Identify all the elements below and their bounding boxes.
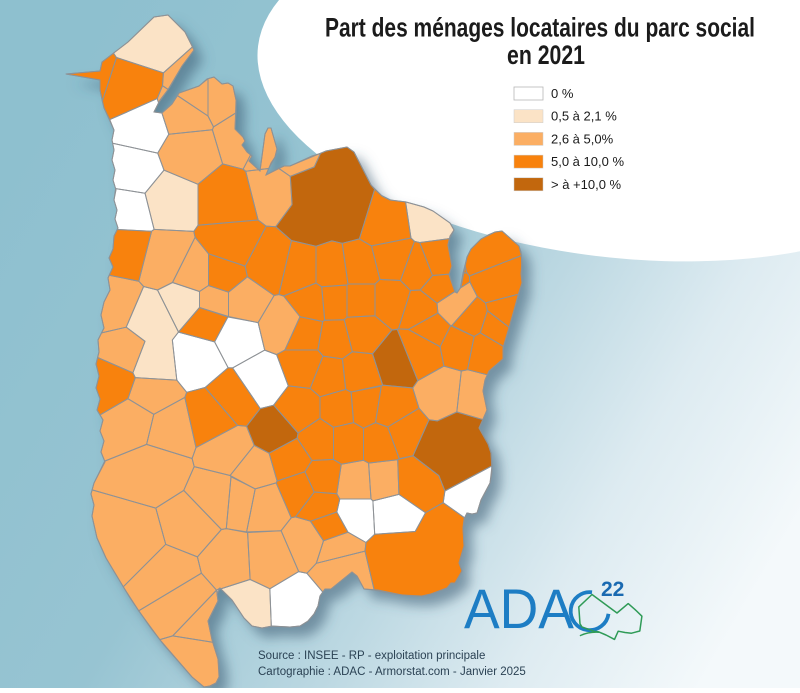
svg-text:Source : INSEE - RP - exploita: Source : INSEE - RP - exploitation princ… xyxy=(258,650,485,662)
svg-text:0,5 à 2,1 %: 0,5 à 2,1 % xyxy=(551,109,617,124)
svg-text:en 2021: en 2021 xyxy=(507,40,585,70)
svg-text:5,0 à 10,0 %: 5,0 à 10,0 % xyxy=(551,154,624,169)
svg-text:> à +10,0 %: > à +10,0 % xyxy=(551,177,622,192)
svg-text:22: 22 xyxy=(601,578,624,601)
svg-text:ADA: ADA xyxy=(464,577,575,640)
svg-text:0 %: 0 % xyxy=(551,86,574,101)
svg-text:Cartographie : ADAC - Armorsta: Cartographie : ADAC - Armorstat.com - Ja… xyxy=(258,666,526,678)
svg-text:Part des ménages locataires du: Part des ménages locataires du parc soci… xyxy=(325,13,755,43)
svg-text:2,6 à 5,0%: 2,6 à 5,0% xyxy=(551,131,614,146)
